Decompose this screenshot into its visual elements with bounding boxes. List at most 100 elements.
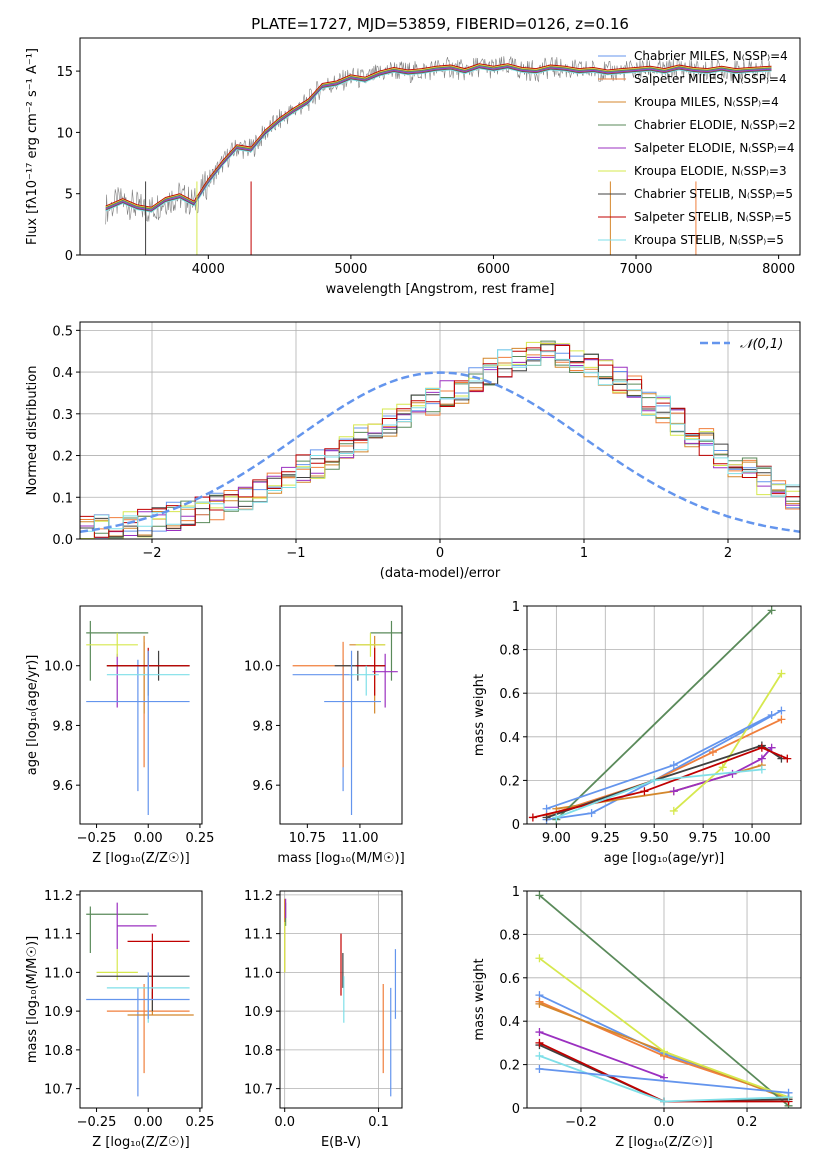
x-tick-label: 0.25 <box>185 831 214 846</box>
y-tick-label: 0.0 <box>52 533 73 548</box>
y-axis-label: mass [log₁₀(M/M☉)] <box>25 936 40 1063</box>
series-line <box>673 747 773 793</box>
histogram-series-line <box>80 349 800 532</box>
normal-reference-curve <box>80 371 800 533</box>
x-tick-label: 0.0 <box>274 1115 295 1130</box>
x-tick-label: 4000 <box>192 262 225 277</box>
y-tick-label: 1 <box>512 885 520 900</box>
x-tick-label: 2 <box>724 546 732 561</box>
model-spectrum-line <box>105 66 772 211</box>
series-marker <box>783 754 792 763</box>
x-axis-label: Z [log₁₀(Z/Z☉)] <box>615 1135 712 1150</box>
x-tick-label: −2 <box>142 546 161 561</box>
series-marker <box>542 804 551 813</box>
series-marker <box>660 1047 668 1056</box>
y-tick-label: 10.9 <box>244 1005 273 1020</box>
plot-area <box>535 891 793 1108</box>
x-tick-label: −0.2 <box>565 1115 597 1130</box>
y-tick-label: 0.4 <box>499 731 520 746</box>
x-tick-label: −0.25 <box>77 831 117 846</box>
series-marker <box>587 809 596 818</box>
series-marker <box>767 711 776 719</box>
series-line <box>539 1031 665 1079</box>
y-tick-label: 0.6 <box>499 972 520 987</box>
series-marker <box>535 1038 544 1047</box>
figure-title: PLATE=1727, MJD=53859, FIBERID=0126, z=0… <box>251 15 629 33</box>
series-marker <box>535 1028 544 1037</box>
y-tick-label: 0.3 <box>52 408 73 423</box>
x-tick-label: 0.0 <box>654 1115 675 1130</box>
y-tick-label: 11.0 <box>244 966 273 981</box>
x-tick-label: 9.50 <box>640 831 669 846</box>
series-line <box>539 1068 789 1094</box>
axes-frame <box>79 605 203 825</box>
age-vs-mass-panel: 10.75 11.00 9.6 9.8 10.0 mass [log₁₀(M/M☉)] <box>244 605 405 866</box>
x-tick-label: 10.75 <box>289 831 326 846</box>
x-axis-label: Z [log₁₀(Z/Z☉)] <box>92 851 189 866</box>
series-marker <box>535 891 544 900</box>
series-marker <box>535 1064 544 1073</box>
age-vs-metallicity-panel: −0.25 0.00 0.25 9.6 9.8 10.0 Z [log₁₀(Z/Z☉)] ag… <box>25 605 214 866</box>
series-marker <box>640 787 649 796</box>
axes-frame <box>279 605 403 825</box>
y-tick-label: 11.1 <box>44 928 73 943</box>
x-tick-label: 0.1 <box>368 1115 389 1130</box>
series-marker <box>535 954 544 963</box>
series-marker <box>669 787 678 796</box>
y-tick-label: 0.4 <box>52 366 73 381</box>
residuals-panel: 𝒩(0,1) −2 −1 0 1 2 0.0 0.1 0.2 0.3 0.4 0.5 (data-mod… <box>25 321 801 581</box>
series-marker <box>784 1088 793 1097</box>
y-tick-label: 10.9 <box>44 1005 73 1020</box>
series-line <box>673 673 783 812</box>
x-axis-label: age [log₁₀(age/yr)] <box>604 851 725 866</box>
y-tick-label: 0.2 <box>499 1059 520 1074</box>
x-axis-label: E(B-V) <box>321 1135 361 1150</box>
x-tick-label: 6000 <box>477 262 510 277</box>
model-spectrum-line <box>105 65 772 210</box>
plot-area <box>284 898 397 1097</box>
x-tick-label: 5000 <box>334 262 367 277</box>
x-tick-label: 10.00 <box>733 831 770 846</box>
series-marker <box>767 743 776 752</box>
legend-label: Kroupa MILES, N₍SSP₎=4 <box>634 95 779 109</box>
y-tick-label: 5 <box>65 188 73 203</box>
series-line <box>546 718 782 817</box>
x-axis-label: Z [log₁₀(Z/Z☉)] <box>92 1135 189 1150</box>
y-axis-label: mass weight <box>472 958 487 1040</box>
x-tick-label: 11.00 <box>341 831 378 846</box>
series-marker <box>718 763 727 772</box>
x-tick-label: 9.25 <box>591 831 620 846</box>
mass-vs-ebv-panel: 0.0 0.1 10.7 10.8 10.9 11.0 11.1 11.2 E(B-V) <box>244 889 403 1150</box>
series-marker <box>669 806 678 815</box>
y-tick-label: 9.6 <box>252 779 273 794</box>
y-tick-label: 0.2 <box>52 450 73 465</box>
legend-label: Salpeter ELODIE, N₍SSP₎=4 <box>634 141 794 155</box>
y-tick-label: 0.1 <box>52 491 73 506</box>
series-marker <box>660 1097 668 1106</box>
y-axis-label: age [log₁₀(age/yr)] <box>25 655 40 776</box>
y-tick-label: 10.0 <box>244 660 273 675</box>
x-tick-label: 0.00 <box>134 831 163 846</box>
series-marker <box>552 813 561 822</box>
legend-label: Salpeter STELIB, N₍SSP₎=5 <box>634 210 792 224</box>
y-tick-label: 0.8 <box>499 928 520 943</box>
model-spectrum-line <box>105 68 772 213</box>
axes-frame <box>279 890 403 1109</box>
x-tick-label: 0.2 <box>737 1115 758 1130</box>
y-tick-label: 10.7 <box>44 1083 73 1098</box>
series-marker <box>757 743 766 752</box>
x-tick-label: 9.75 <box>689 831 718 846</box>
x-tick-label: 1 <box>580 546 588 561</box>
y-tick-label: 10.8 <box>44 1044 73 1059</box>
y-tick-label: 1 <box>512 600 520 615</box>
model-spectrum-line <box>105 63 772 208</box>
y-axis-label: mass weight <box>472 674 487 756</box>
mass-vs-metallicity-panel: −0.25 0.00 0.25 10.7 10.8 10.9 11.0 11.1 11.2 Z [… <box>25 889 214 1150</box>
series-marker <box>535 1051 544 1060</box>
legend-label: Salpeter MILES, N₍SSP₎=4 <box>634 72 787 86</box>
x-tick-label: 0.25 <box>185 1115 214 1130</box>
y-tick-label: 9.6 <box>52 779 73 794</box>
series-marker <box>528 813 537 822</box>
legend-label: Chabrier ELODIE, N₍SSP₎=2 <box>634 118 796 132</box>
x-axis-label: mass [log₁₀(M/M☉)] <box>277 851 404 866</box>
